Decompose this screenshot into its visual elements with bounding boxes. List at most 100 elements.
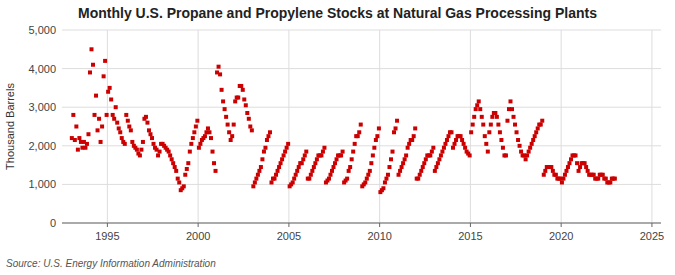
point <box>209 136 213 140</box>
tick-mark <box>198 223 199 227</box>
point <box>194 125 198 129</box>
point <box>381 186 385 190</box>
point <box>406 146 410 150</box>
point <box>450 130 454 134</box>
point <box>174 169 178 173</box>
point <box>459 134 463 138</box>
point <box>477 99 481 103</box>
point <box>315 157 319 161</box>
point <box>111 113 115 117</box>
point <box>168 153 172 157</box>
point <box>247 117 251 121</box>
tick-label: 2020 <box>549 230 573 242</box>
point <box>353 142 357 146</box>
y-axis-label: Thousand Barrels <box>4 83 16 170</box>
point <box>186 161 190 165</box>
point <box>242 97 246 101</box>
point <box>469 130 473 134</box>
point <box>530 142 534 146</box>
point <box>88 70 92 74</box>
point <box>94 94 98 98</box>
point <box>542 173 546 177</box>
point <box>437 157 441 161</box>
point <box>445 138 449 142</box>
point <box>533 134 537 138</box>
point <box>475 103 479 107</box>
point <box>389 157 393 161</box>
chart: Monthly U.S. Propane and Propylene Stock… <box>0 0 675 275</box>
point <box>525 153 529 157</box>
tick-label: 2015 <box>458 230 482 242</box>
point <box>285 146 289 150</box>
point <box>508 99 512 103</box>
point <box>197 146 201 150</box>
point <box>471 123 475 127</box>
point <box>212 161 216 165</box>
point <box>374 138 378 142</box>
tick-label: 1,000 <box>28 178 56 190</box>
point <box>309 173 313 177</box>
point <box>262 150 266 154</box>
grid-line <box>62 30 661 31</box>
point <box>265 138 269 142</box>
point <box>501 146 505 150</box>
point <box>253 180 257 184</box>
point <box>613 177 617 181</box>
point <box>383 180 387 184</box>
point <box>250 128 254 132</box>
grid-line <box>62 68 661 69</box>
grid-line <box>288 30 289 223</box>
point <box>604 177 608 181</box>
point <box>460 138 464 142</box>
point <box>567 161 571 165</box>
point <box>345 177 349 181</box>
point <box>486 150 490 154</box>
grid-line <box>651 30 652 223</box>
point <box>141 140 145 144</box>
point <box>504 153 508 157</box>
point <box>83 146 87 150</box>
point <box>263 146 267 150</box>
point <box>366 173 370 177</box>
point <box>114 105 118 109</box>
point <box>531 138 535 142</box>
point <box>574 153 578 157</box>
point <box>413 126 417 130</box>
point <box>176 177 180 181</box>
point <box>277 165 281 169</box>
point <box>274 173 278 177</box>
point <box>108 86 112 90</box>
point <box>430 150 434 154</box>
point <box>462 142 466 146</box>
point <box>105 113 109 117</box>
point <box>167 150 171 154</box>
point <box>357 130 361 134</box>
point <box>601 173 605 177</box>
point <box>259 165 263 169</box>
point <box>198 142 202 146</box>
point <box>433 169 437 173</box>
point <box>89 47 93 51</box>
point <box>431 146 435 150</box>
point <box>248 125 252 129</box>
tick-mark <box>651 223 652 227</box>
point <box>596 177 600 181</box>
point <box>152 142 156 146</box>
point <box>436 161 440 165</box>
point <box>495 115 499 119</box>
point <box>451 146 455 150</box>
point <box>347 169 351 173</box>
point <box>206 126 210 130</box>
point <box>268 130 272 134</box>
point <box>398 169 402 173</box>
point <box>106 90 110 94</box>
point <box>386 173 390 177</box>
point <box>322 146 326 150</box>
point <box>375 134 379 138</box>
point <box>586 169 590 173</box>
point <box>536 126 540 130</box>
point <box>118 130 122 134</box>
point <box>368 169 372 173</box>
point <box>173 165 177 169</box>
point <box>321 150 325 154</box>
